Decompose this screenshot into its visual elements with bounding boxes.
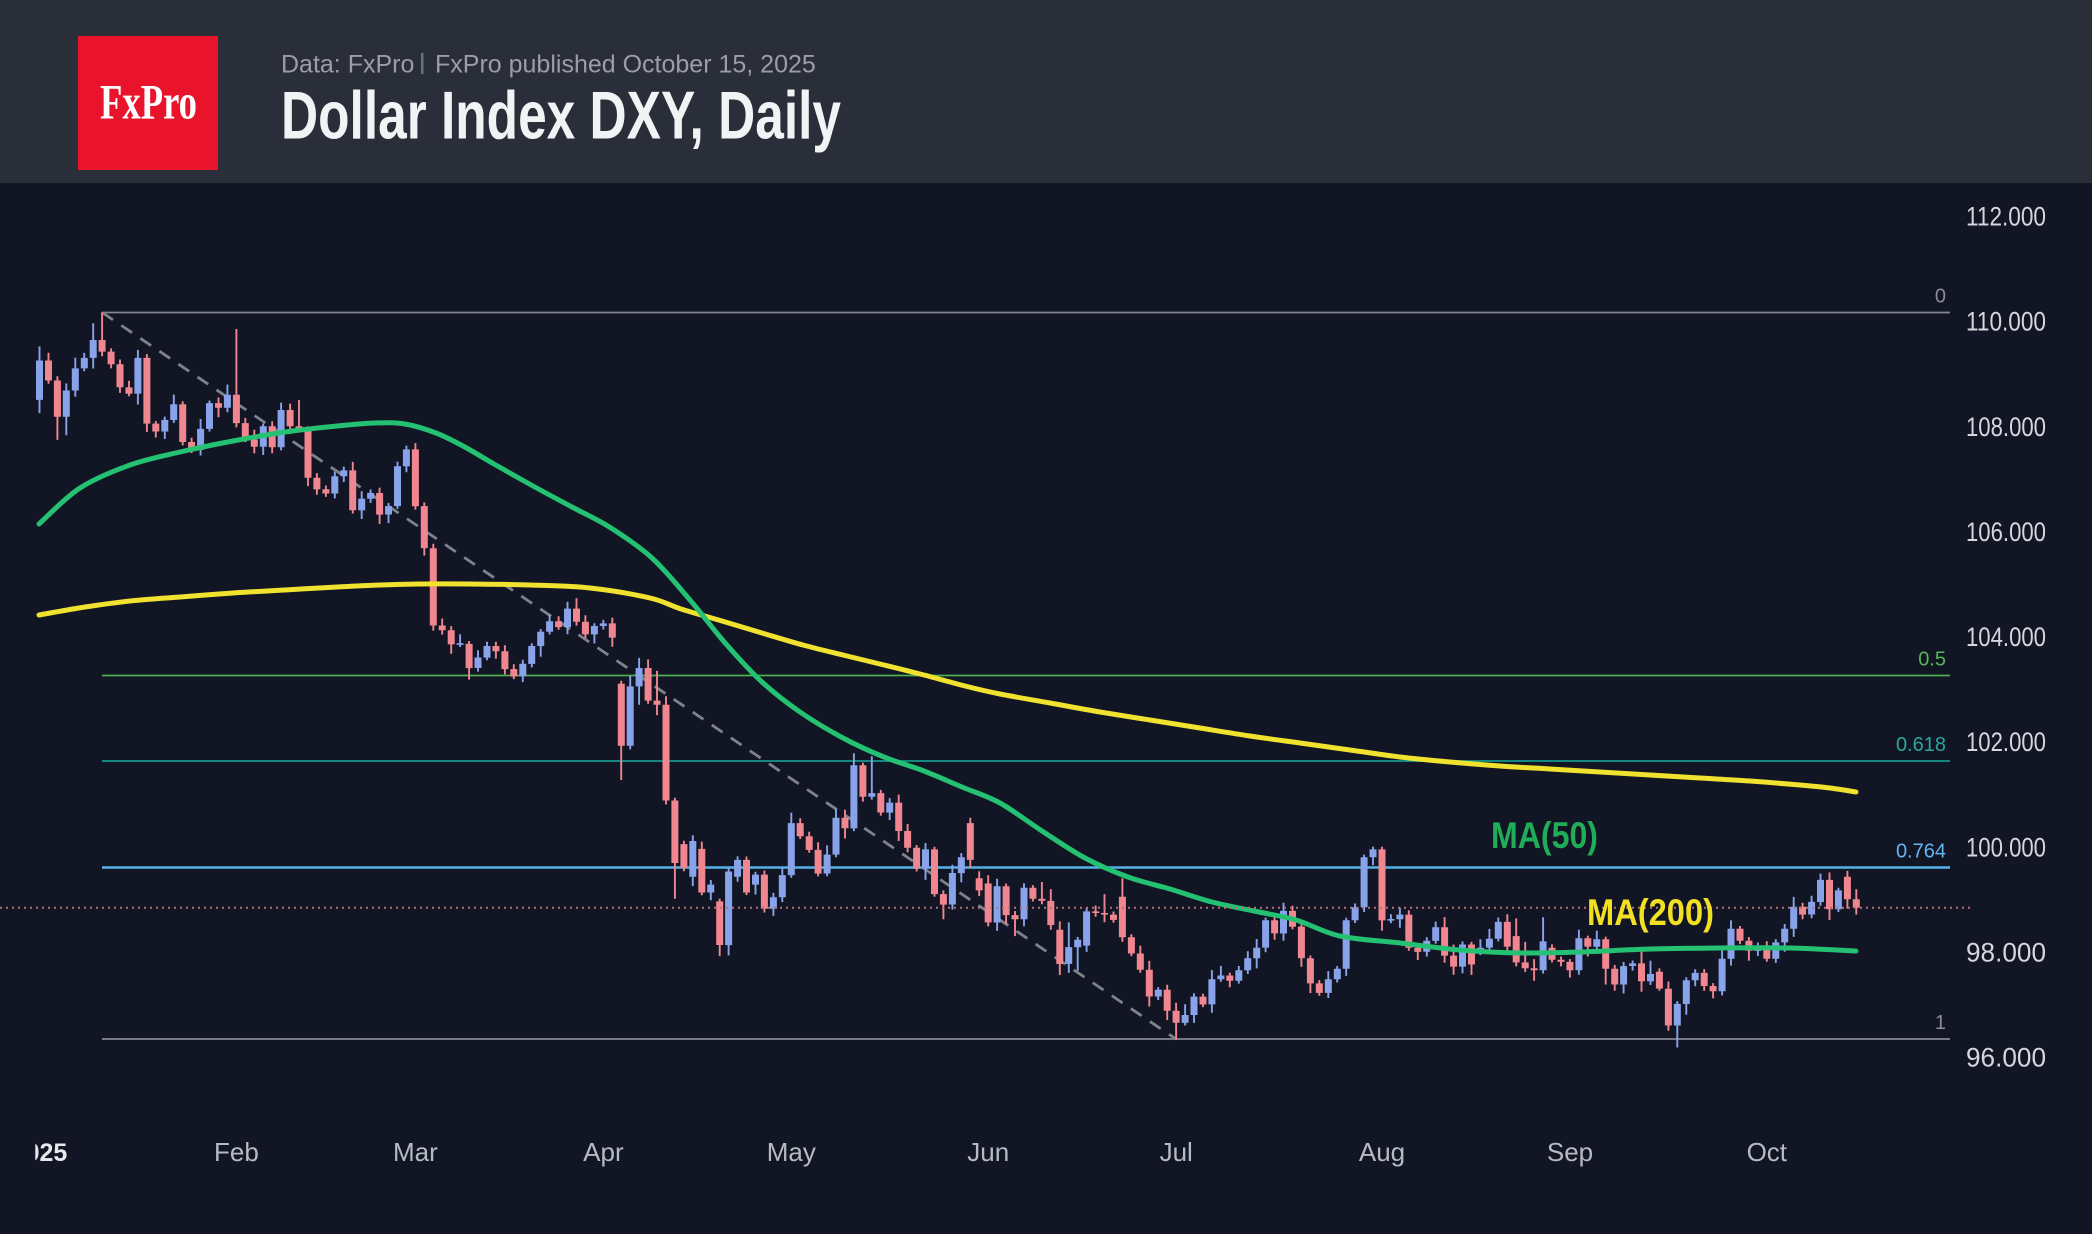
svg-text:MA(200): MA(200) bbox=[1587, 892, 1714, 933]
svg-text:100.000: 100.000 bbox=[1966, 832, 2046, 862]
svg-text:112.000: 112.000 bbox=[1966, 202, 2046, 232]
svg-text:2025: 2025 bbox=[12, 1139, 68, 1167]
svg-text:Aug: Aug bbox=[1359, 1137, 1405, 1167]
svg-text:Sep: Sep bbox=[1547, 1137, 1593, 1167]
svg-text:104.000: 104.000 bbox=[1966, 622, 2046, 652]
svg-text:0.5: 0.5 bbox=[1918, 649, 1946, 671]
svg-text:Data: FxPro: Data: FxPro bbox=[281, 51, 414, 79]
svg-text:0.764: 0.764 bbox=[1896, 841, 1946, 863]
svg-text:May: May bbox=[767, 1137, 816, 1167]
svg-text:110.000: 110.000 bbox=[1966, 307, 2046, 337]
svg-text:0.618: 0.618 bbox=[1896, 734, 1946, 756]
svg-text:108.000: 108.000 bbox=[1966, 412, 2046, 442]
svg-text:Apr: Apr bbox=[583, 1137, 624, 1167]
svg-text:102.000: 102.000 bbox=[1966, 727, 2046, 757]
svg-text:98.000: 98.000 bbox=[1966, 937, 2046, 967]
svg-text:96.000: 96.000 bbox=[1966, 1043, 2046, 1073]
svg-text:Dollar Index DXY, Daily: Dollar Index DXY, Daily bbox=[281, 78, 841, 154]
svg-text:FxPro: FxPro bbox=[100, 74, 197, 130]
svg-text:FxPro published October 15, 20: FxPro published October 15, 2025 bbox=[435, 51, 816, 79]
svg-text:Jul: Jul bbox=[1160, 1137, 1193, 1167]
svg-text:0: 0 bbox=[1935, 286, 1946, 308]
svg-text:Mar: Mar bbox=[393, 1137, 438, 1167]
svg-text:Feb: Feb bbox=[214, 1137, 259, 1167]
svg-text:106.000: 106.000 bbox=[1966, 517, 2046, 547]
svg-text:MA(50): MA(50) bbox=[1491, 815, 1598, 856]
svg-text:1: 1 bbox=[1935, 1012, 1946, 1034]
svg-text:Oct: Oct bbox=[1747, 1137, 1788, 1167]
svg-text:Jun: Jun bbox=[967, 1137, 1009, 1167]
